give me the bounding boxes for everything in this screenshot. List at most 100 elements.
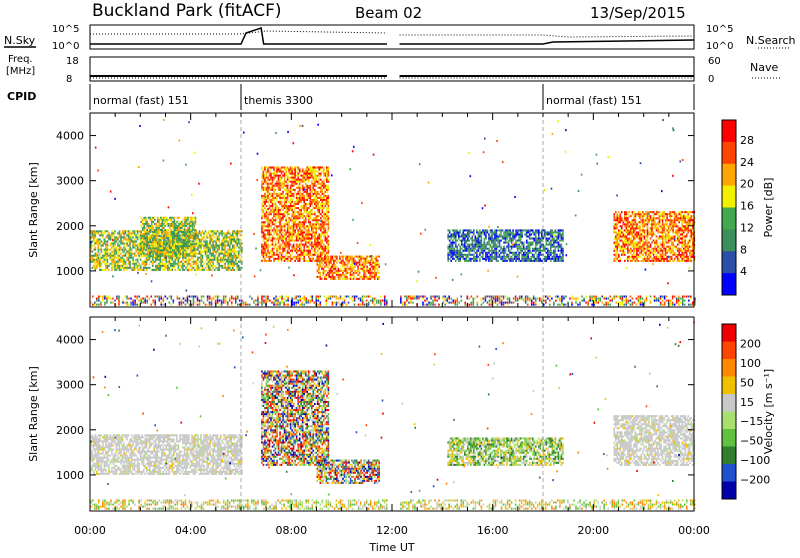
echo-cell bbox=[266, 166, 268, 168]
echo-cell bbox=[163, 219, 165, 221]
echo-cell bbox=[187, 300, 189, 302]
echo-cell bbox=[144, 300, 146, 302]
echo-cell bbox=[309, 199, 311, 201]
echo-cell bbox=[269, 189, 271, 191]
echo-cell bbox=[305, 179, 307, 181]
echo-cell bbox=[281, 298, 283, 300]
echo-cell bbox=[197, 265, 199, 267]
echo-cell bbox=[501, 302, 503, 304]
echo-cell bbox=[161, 217, 163, 219]
echo-cell bbox=[291, 179, 293, 181]
echo-cell bbox=[472, 250, 474, 252]
echo-cell bbox=[189, 243, 191, 245]
echo-cell bbox=[278, 177, 280, 179]
echo-cell bbox=[455, 235, 457, 237]
echo-cell bbox=[278, 254, 280, 256]
echo-cell bbox=[181, 265, 183, 267]
echo-cell bbox=[193, 298, 195, 300]
echo-cell bbox=[172, 255, 174, 257]
echo-cell bbox=[190, 217, 192, 219]
echo-cell bbox=[475, 244, 477, 246]
echo-cell bbox=[325, 187, 327, 189]
echo-cell bbox=[178, 223, 180, 225]
echo-cell bbox=[275, 205, 277, 207]
echo-cell bbox=[110, 255, 112, 257]
echo-cell bbox=[320, 191, 322, 193]
echo-cell bbox=[114, 257, 116, 259]
echo-cell bbox=[505, 302, 507, 304]
echo-cell bbox=[113, 267, 115, 269]
echo-cell bbox=[299, 171, 301, 173]
echo-cell bbox=[276, 195, 278, 197]
echo-cell bbox=[140, 247, 142, 249]
echo-cell bbox=[281, 177, 283, 179]
echo-cell bbox=[325, 201, 327, 203]
echo-cell bbox=[110, 253, 112, 255]
echo-cell bbox=[342, 264, 344, 266]
echo-cell bbox=[481, 304, 483, 306]
echo-cell bbox=[305, 193, 307, 195]
echo-cell bbox=[193, 253, 195, 255]
echo-cell bbox=[281, 238, 283, 240]
echo-cell bbox=[174, 225, 176, 227]
echo-cell bbox=[291, 166, 293, 168]
echo-cell bbox=[264, 246, 266, 248]
echo-cell bbox=[325, 250, 327, 252]
echo-cell bbox=[320, 238, 322, 240]
echo-cell bbox=[166, 259, 168, 261]
echo-cell bbox=[221, 300, 223, 302]
echo-cell bbox=[266, 256, 268, 258]
echo-cell bbox=[344, 266, 346, 268]
echo-cell bbox=[288, 227, 290, 229]
echo-cell bbox=[597, 300, 599, 302]
echo-cell bbox=[472, 238, 474, 240]
echo-cell bbox=[609, 300, 611, 302]
echo-cell bbox=[432, 295, 434, 297]
echo-cell bbox=[456, 231, 458, 233]
echo-cell bbox=[172, 235, 174, 237]
echo-cell bbox=[116, 247, 118, 249]
echo-cell bbox=[136, 298, 138, 300]
echo-cell bbox=[93, 255, 95, 257]
echo-cell bbox=[138, 249, 140, 251]
echo-cell bbox=[255, 304, 257, 306]
echo-cell bbox=[327, 256, 329, 258]
echo-cell bbox=[137, 269, 139, 271]
echo-cell bbox=[226, 259, 228, 261]
echo-cell bbox=[348, 262, 350, 264]
echo-cell bbox=[351, 262, 353, 264]
echo-cell bbox=[336, 266, 338, 268]
echo-cell bbox=[326, 219, 328, 221]
echo-cell bbox=[221, 265, 223, 267]
echo-cell bbox=[322, 227, 324, 229]
echo-cell bbox=[282, 185, 284, 187]
echo-cell bbox=[174, 227, 176, 229]
echo-cell bbox=[146, 243, 148, 245]
echo-cell bbox=[148, 251, 150, 253]
echo-cell bbox=[168, 251, 170, 253]
echo-cell bbox=[275, 197, 277, 199]
echo-cell bbox=[270, 168, 272, 170]
echo-cell bbox=[477, 295, 479, 297]
echo-cell bbox=[171, 295, 173, 297]
echo-cell bbox=[351, 264, 353, 266]
echo-cell bbox=[374, 272, 376, 274]
echo-cell bbox=[322, 223, 324, 225]
echo-cell bbox=[140, 239, 142, 241]
echo-cell bbox=[105, 269, 107, 271]
echo-cell bbox=[362, 302, 364, 304]
echo-cell bbox=[275, 258, 277, 260]
echo-cell bbox=[690, 304, 692, 306]
echo-cell bbox=[181, 267, 183, 269]
echo-cell bbox=[293, 177, 295, 179]
echo-cell bbox=[476, 242, 478, 244]
echo-cell bbox=[290, 173, 292, 175]
echo-cell bbox=[285, 223, 287, 225]
echo-cell bbox=[456, 233, 458, 235]
echo-cell bbox=[473, 260, 475, 262]
echo-cell bbox=[459, 231, 461, 233]
echo-cell bbox=[605, 304, 607, 306]
echo-cell bbox=[507, 298, 509, 300]
echo-cell bbox=[238, 253, 240, 255]
echo-cell bbox=[131, 238, 133, 240]
